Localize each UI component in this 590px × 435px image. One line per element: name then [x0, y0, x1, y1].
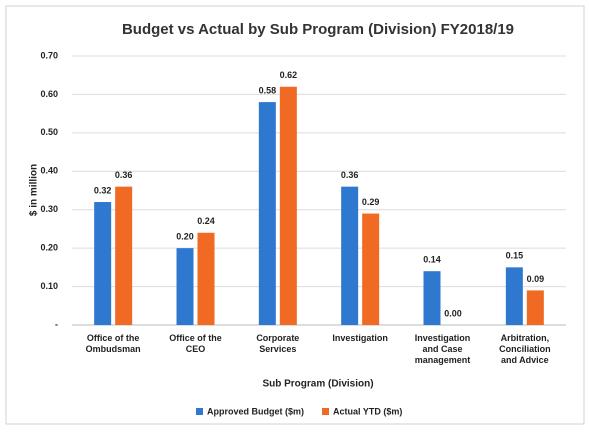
- x-tick-label: Investigation and Case management: [415, 333, 471, 365]
- bar: [362, 213, 380, 325]
- bar: [197, 232, 215, 325]
- data-label: 0.20: [176, 232, 194, 242]
- y-tick-label: 0.20: [40, 243, 58, 253]
- data-label: 0.32: [94, 185, 112, 195]
- data-label: 0.29: [362, 197, 380, 207]
- bar: [258, 102, 276, 325]
- bar: [341, 186, 359, 325]
- legend-swatch: [322, 408, 330, 415]
- data-label: 0.62: [280, 70, 298, 80]
- y-tick-label: 0.70: [40, 50, 58, 60]
- bar: [526, 290, 544, 325]
- bar: [176, 248, 194, 325]
- bar: [423, 271, 441, 325]
- data-label: 0.09: [527, 274, 545, 284]
- x-axis-label: Sub Program (Division): [262, 379, 373, 390]
- x-tick-label: Corporate Services: [256, 333, 299, 354]
- data-label: 0.15: [506, 251, 524, 261]
- y-axis-label: $ in million: [29, 164, 40, 216]
- bar: [279, 86, 297, 325]
- y-tick-label: 0.50: [40, 127, 58, 137]
- bar: [505, 267, 523, 325]
- legend-label: Approved Budget ($m): [207, 406, 304, 416]
- y-tick-label: -: [55, 319, 58, 329]
- y-tick-label: 0.30: [40, 204, 58, 214]
- data-label: 0.36: [115, 170, 133, 180]
- bar: [94, 202, 112, 325]
- x-tick-label: Arbitration, Conciliation and Advice: [499, 333, 551, 365]
- x-tick-label: Office of the Ombudsman: [86, 333, 141, 354]
- chart-title: Budget vs Actual by Sub Program (Divisio…: [122, 21, 514, 38]
- legend-label: Actual YTD ($m): [333, 406, 402, 416]
- data-label: 0.58: [259, 85, 277, 95]
- x-tick-label: Office of the CEO: [169, 333, 222, 354]
- y-tick-label: 0.60: [40, 89, 58, 99]
- data-label: 0.24: [197, 216, 215, 226]
- y-tick-label: 0.10: [40, 281, 58, 291]
- y-tick-label: 0.40: [40, 166, 58, 176]
- legend-swatch: [196, 408, 203, 415]
- data-label: 0.36: [341, 170, 359, 180]
- data-label: 0.00: [444, 308, 462, 318]
- x-tick-label: Investigation: [332, 333, 388, 343]
- data-label: 0.14: [423, 255, 441, 265]
- bar: [115, 186, 133, 325]
